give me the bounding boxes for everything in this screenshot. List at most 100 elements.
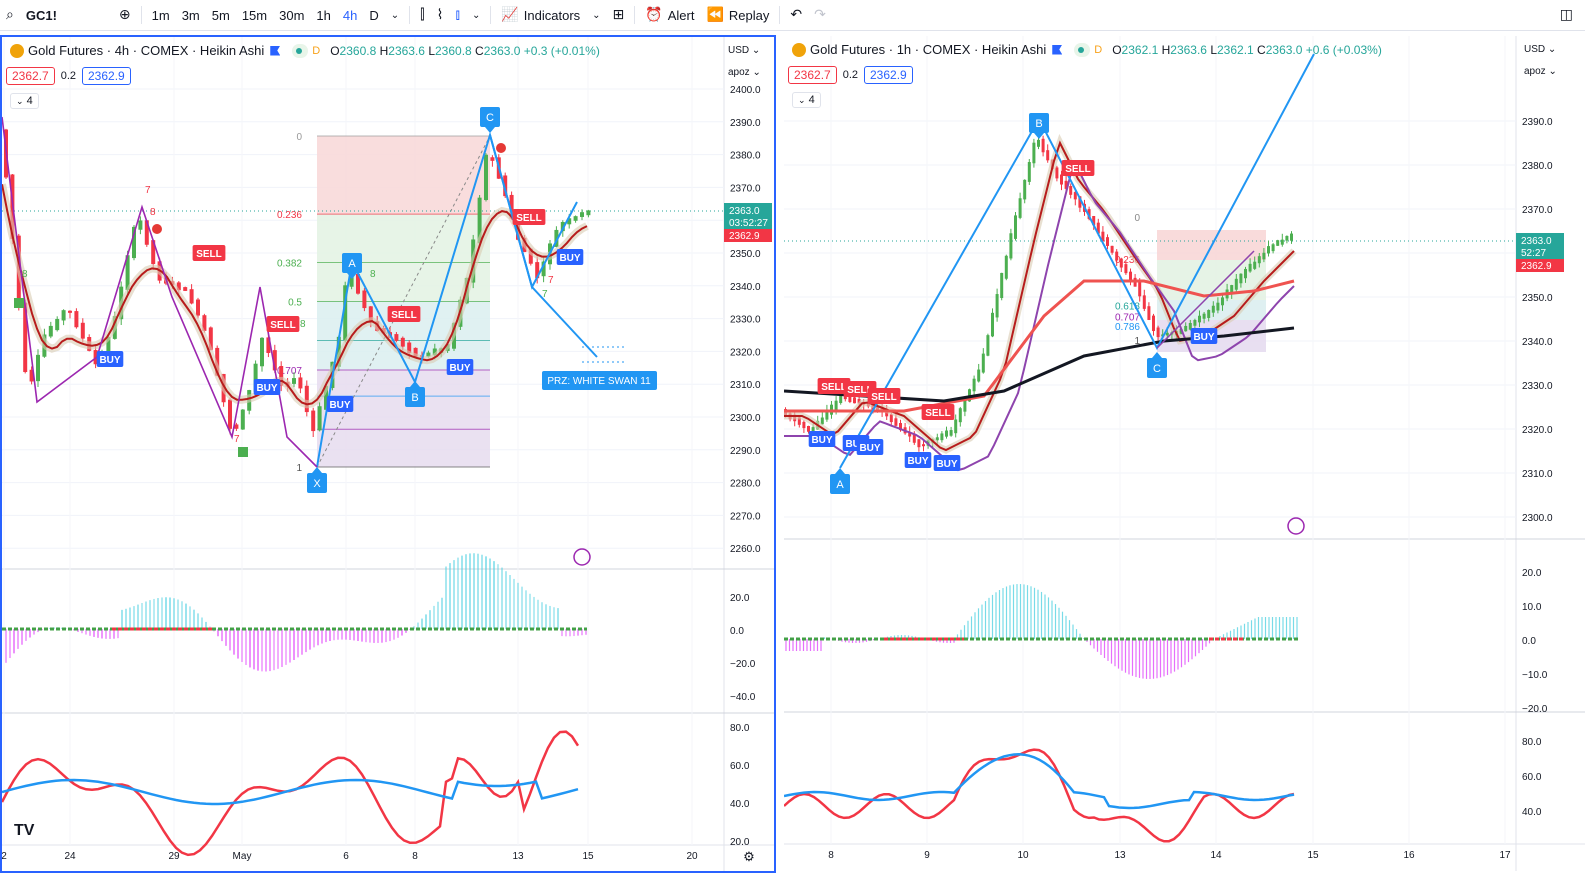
y-tick-label: 2350.0 bbox=[1522, 293, 1553, 304]
candle-body bbox=[1202, 313, 1206, 319]
sell-price-button[interactable]: 2362.7 bbox=[788, 66, 837, 84]
candle-body bbox=[1032, 142, 1036, 164]
scale-label: apoz bbox=[728, 67, 750, 78]
candle-body bbox=[74, 311, 79, 328]
buy-price-button[interactable]: 2362.9 bbox=[82, 67, 131, 85]
x-tick-label: 29 bbox=[168, 851, 180, 862]
candle-body bbox=[234, 424, 239, 429]
fib-zone bbox=[317, 136, 490, 215]
symbol-title[interactable]: Gold Futures · 4h · COMEX · Heikin Ashi bbox=[28, 43, 265, 58]
count-label: 7 bbox=[548, 275, 554, 286]
market-status-icon[interactable] bbox=[1074, 42, 1091, 57]
scale-select[interactable]: apoz ⌄ bbox=[728, 67, 761, 78]
buy-signal-label: BUY bbox=[559, 253, 580, 264]
candle-body bbox=[1096, 222, 1100, 234]
x-tick-label: 6 bbox=[343, 851, 349, 862]
flag-icon[interactable] bbox=[1052, 44, 1063, 55]
count-label: 7 bbox=[234, 434, 240, 445]
compare-symbol-icon[interactable]: ⊕ bbox=[118, 7, 131, 23]
interval-5m[interactable]: 5m bbox=[211, 7, 230, 23]
interval-1m[interactable]: 1m bbox=[151, 7, 170, 23]
candle-body bbox=[484, 154, 488, 201]
y-tick-label: 2260.0 bbox=[730, 544, 761, 555]
symbol-title[interactable]: Gold Futures · 1h · COMEX · Heikin Ashi bbox=[810, 42, 1047, 57]
sell-price-button[interactable]: 2362.7 bbox=[6, 67, 55, 85]
currency-select[interactable]: USD ⌄ bbox=[728, 45, 760, 56]
indicators-button[interactable]: 📈 Indicators bbox=[495, 0, 586, 31]
point-a-label-bg bbox=[342, 253, 362, 273]
buy-signal-label-bg bbox=[446, 359, 474, 375]
undo-icon[interactable]: ↶ bbox=[790, 7, 803, 23]
candle-body bbox=[1064, 180, 1068, 189]
chevron-down-icon[interactable]: ⌄ bbox=[592, 9, 601, 21]
currency-select[interactable]: USD ⌄ bbox=[1524, 44, 1556, 55]
interval-15m[interactable]: 15m bbox=[241, 7, 268, 23]
search-icon[interactable]: ⌕ bbox=[6, 7, 14, 23]
interval-d[interactable]: D bbox=[369, 7, 379, 23]
delay-tag[interactable]: D bbox=[312, 44, 321, 57]
candle-body bbox=[509, 194, 514, 219]
interval-30m[interactable]: 30m bbox=[279, 7, 305, 23]
alert-button[interactable]: ⏰ Alert bbox=[639, 0, 700, 31]
layout-grid-icon[interactable]: ⊞ bbox=[612, 7, 625, 23]
y-tick-label: 2330.0 bbox=[730, 315, 761, 326]
chevron-down-icon[interactable]: ⌄ bbox=[390, 9, 400, 21]
buy-price-button[interactable]: 2362.9 bbox=[864, 66, 913, 84]
candle-body bbox=[977, 369, 981, 382]
indicator-count: 4 bbox=[26, 95, 33, 107]
interval-3m[interactable]: 3m bbox=[181, 7, 200, 23]
candle-body bbox=[68, 310, 72, 313]
flag-icon[interactable] bbox=[270, 45, 281, 56]
line-chart-icon[interactable]: ⌇ bbox=[436, 7, 444, 23]
chart-canvas-1h[interactable]: 2390.02380.02370.02360.02350.02340.02330… bbox=[784, 36, 1585, 871]
rsi-tick-label: 80.0 bbox=[1522, 737, 1542, 748]
collapse-legend-button[interactable]: ⌄ 4 bbox=[792, 92, 821, 108]
candle-body bbox=[138, 220, 143, 230]
candle-body bbox=[1014, 215, 1017, 239]
candle-body bbox=[899, 423, 902, 431]
candle-body bbox=[1248, 263, 1252, 272]
ma-mid-line bbox=[784, 168, 1295, 472]
scale-select[interactable]: apoz ⌄ bbox=[1524, 66, 1557, 77]
candle-body bbox=[1129, 271, 1132, 281]
buy-signal-label-bg bbox=[904, 452, 932, 468]
interval-1h[interactable]: 1h bbox=[316, 7, 331, 23]
high-value: 2363.6 bbox=[1170, 42, 1207, 57]
candle-body bbox=[554, 229, 559, 247]
symbol-search[interactable]: GC1! bbox=[25, 7, 57, 23]
buy-signal-label-bg bbox=[856, 439, 884, 455]
divider bbox=[140, 6, 142, 24]
x-tick-label: 10 bbox=[1017, 850, 1029, 861]
candle-body bbox=[889, 414, 893, 423]
chart-panel-4h[interactable]: 2400.02390.02380.02370.02360.02350.02340… bbox=[0, 35, 776, 873]
chart-canvas-4h[interactable]: 2400.02390.02380.02370.02360.02350.02340… bbox=[2, 37, 774, 871]
redo-icon[interactable]: ↷ bbox=[814, 7, 826, 23]
replay-button[interactable]: ⏪ Replay bbox=[700, 0, 775, 31]
divider bbox=[634, 6, 636, 24]
legend-1h: Gold Futures · 1h · COMEX · Heikin Ashi … bbox=[792, 42, 1382, 57]
x-tick-label: 20 bbox=[686, 851, 698, 862]
candle-body bbox=[1046, 150, 1050, 161]
candles-icon[interactable]: ⫿ bbox=[420, 7, 425, 23]
sidebar-toggle-icon[interactable]: ◫ bbox=[1559, 7, 1573, 23]
heikin-ashi-icon[interactable]: ⫾ bbox=[455, 7, 460, 23]
rewind-icon: ⏪ bbox=[706, 7, 724, 23]
lightning-icon bbox=[573, 548, 591, 566]
prz-label-bg bbox=[542, 371, 657, 390]
market-status-icon[interactable] bbox=[292, 43, 309, 58]
collapse-legend-button[interactable]: ⌄ 4 bbox=[10, 93, 39, 109]
divider bbox=[409, 6, 411, 24]
sell-signal-label-bg bbox=[867, 388, 901, 404]
x-tick-label: 9 bbox=[924, 850, 930, 861]
y-tick-label: 2310.0 bbox=[730, 380, 761, 391]
point-b-label: B bbox=[1035, 118, 1042, 130]
x-tick-label: 16 bbox=[1403, 850, 1415, 861]
chevron-down-icon[interactable]: ⌄ bbox=[471, 9, 481, 21]
alarm-clock-icon: ⏰ bbox=[645, 7, 663, 23]
interval-4h[interactable]: 4h bbox=[342, 7, 358, 23]
chart-panel-1h[interactable]: 2390.02380.02370.02360.02350.02340.02330… bbox=[784, 36, 1585, 871]
gold-coin-icon bbox=[792, 42, 806, 57]
indicator-count: 4 bbox=[808, 94, 815, 106]
delay-tag[interactable]: D bbox=[1094, 43, 1103, 56]
point-c-label: C bbox=[486, 112, 494, 124]
